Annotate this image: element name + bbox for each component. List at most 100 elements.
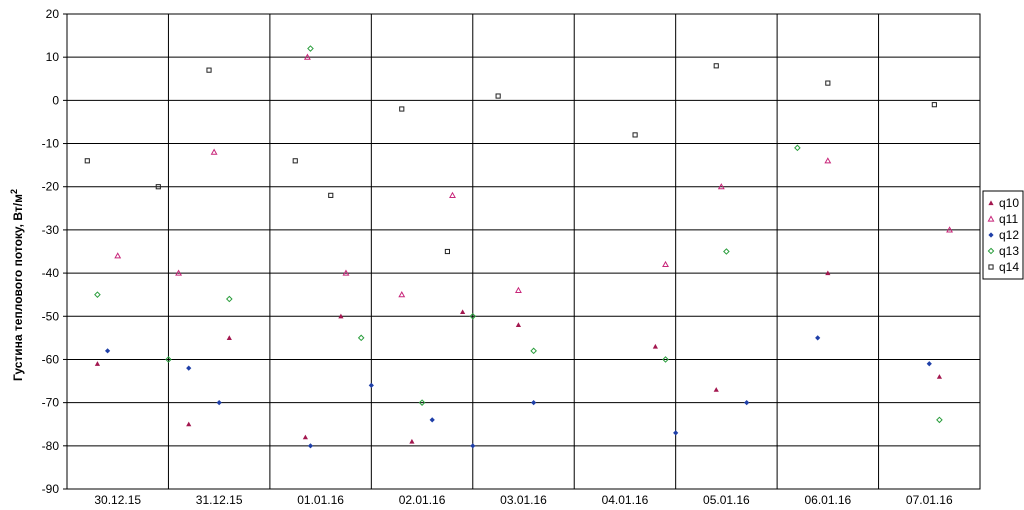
data-point (531, 400, 537, 406)
data-point (216, 400, 222, 406)
y-axis-label-text: Густина теплового потоку, Вт/м (11, 194, 25, 381)
y-tick-label: -80 (42, 439, 60, 453)
data-point (444, 248, 450, 255)
legend-item: q10 (988, 196, 1019, 210)
data-point (303, 53, 311, 60)
data-point (673, 430, 679, 436)
legend-label: q11 (999, 212, 1018, 226)
x-tick-label: 07.01.16 (906, 493, 953, 507)
data-point (469, 312, 477, 320)
data-point (399, 106, 405, 112)
data-point (449, 191, 456, 198)
y-axis-ticks: 20 10 0 -10 -20 -30 -40 -50 -60 -70 -80 -90 (42, 7, 67, 496)
legend-marker (987, 247, 995, 255)
data-point (186, 421, 192, 427)
y-tick-label: 20 (46, 7, 60, 21)
data-point (429, 417, 435, 423)
data-point (495, 93, 501, 99)
data-point (824, 157, 832, 164)
series-q12 (104, 335, 932, 449)
data-point (460, 309, 466, 315)
y-tick-label: -60 (42, 352, 60, 366)
data-point (307, 443, 314, 449)
legend: q10 q11 q12 q13 q14 (982, 190, 1024, 280)
data-point (713, 63, 719, 69)
data-point (338, 313, 344, 319)
x-tick-label: 03.01.16 (500, 493, 547, 507)
data-point (210, 148, 218, 155)
data-point (713, 387, 719, 392)
data-point (94, 291, 101, 298)
legend-marker (988, 200, 994, 206)
data-point (302, 434, 308, 440)
y-tick-label: 10 (46, 50, 60, 64)
legend-label: q13 (999, 244, 1019, 258)
data-point (825, 270, 831, 276)
data-point (292, 158, 298, 164)
data-point (936, 374, 943, 379)
data-point (931, 102, 937, 108)
data-point (530, 347, 537, 355)
plot-frame (66, 13, 981, 490)
legend-marker (988, 232, 994, 238)
y-tick-label: -20 (42, 180, 60, 194)
data-point (226, 295, 233, 303)
data-point (632, 132, 638, 138)
x-axis-ticks: 30.12.15 31.12.15 01.01.16 02.01.16 03.01.16… (94, 493, 953, 507)
legend-label: q10 (999, 196, 1019, 210)
legend-label: q12 (999, 228, 1019, 242)
data-point (307, 45, 314, 52)
legend-item: q11 (987, 212, 1018, 226)
y-axis-label-superscript: 2 (9, 189, 19, 194)
data-point (328, 192, 334, 198)
y-tick-label: -30 (42, 223, 60, 237)
y-tick-label: -10 (42, 137, 60, 151)
y-tick-label: -40 (42, 266, 60, 280)
data-point (515, 322, 522, 327)
data-point (357, 334, 365, 342)
series-q14 (84, 63, 937, 255)
data-point (155, 184, 161, 190)
x-tick-label: 04.01.16 (602, 493, 649, 507)
data-point (409, 438, 415, 444)
data-point (744, 400, 750, 406)
data-points (84, 45, 954, 449)
y-tick-label: -70 (42, 396, 60, 410)
y-tick-label: -50 (42, 309, 60, 323)
legend-marker (988, 264, 994, 270)
legend-item: q14 (988, 260, 1019, 274)
data-point (165, 356, 172, 363)
data-point (662, 356, 669, 363)
x-tick-label: 30.12.15 (94, 493, 141, 507)
x-tick-label: 01.01.16 (297, 493, 344, 507)
series-q10 (94, 270, 943, 444)
y-tick-label: 0 (52, 93, 59, 107)
data-point (514, 286, 522, 293)
data-point (652, 343, 658, 349)
data-point (946, 226, 954, 233)
data-point (175, 269, 183, 276)
data-point (104, 348, 111, 354)
x-tick-label: 31.12.15 (196, 493, 243, 507)
data-point (936, 416, 943, 424)
y-axis-label: Густина теплового потоку, Вт/м2 (9, 189, 25, 381)
y-tick-label: -90 (42, 482, 60, 496)
data-point (206, 67, 212, 73)
series-q13 (94, 45, 943, 424)
legend-marker (987, 215, 995, 222)
data-point (717, 183, 725, 190)
data-point (186, 365, 192, 371)
data-point (815, 335, 821, 341)
data-point (84, 158, 90, 164)
data-point (470, 443, 476, 449)
grid-lines (67, 13, 980, 490)
data-point (723, 248, 730, 255)
data-point (342, 269, 350, 276)
data-point (794, 144, 801, 152)
data-point (926, 361, 932, 367)
x-tick-label: 02.01.16 (399, 493, 446, 507)
data-point (226, 335, 232, 340)
data-point (94, 361, 101, 366)
legend-item: q13 (987, 244, 1019, 258)
